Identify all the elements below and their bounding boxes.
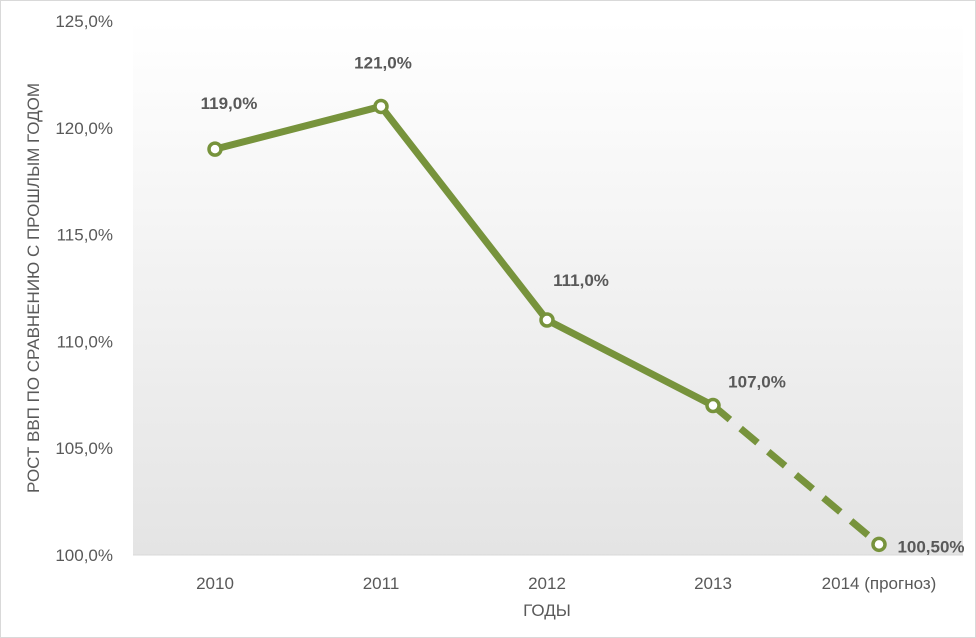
x-axis-title: ГОДЫ [523,601,571,620]
y-tick-label: 115,0% [57,226,113,245]
data-point [871,536,887,553]
y-tick-label: 125,0% [55,12,113,31]
y-axis-title: РОСТ ВВП ПО СРАВНЕНИЮ С ПРОШЛЫМ ГОДОМ [24,83,43,493]
x-tick-label: 2014 (прогноз) [822,574,937,593]
series-line [211,102,717,409]
data-point [705,397,721,414]
data-label: 107,0% [728,372,786,391]
data-label: 121,0% [354,53,412,72]
x-tick-label: 2011 [363,574,400,593]
y-tick-label: 110,0% [57,332,113,351]
y-tick-label: 105,0% [55,439,113,458]
forecast-line [710,402,882,548]
y-tick-label: 100,0% [55,546,113,565]
data-label: 100,50% [897,537,964,556]
y-tick-label: 120,0% [55,119,113,138]
data-label: 111,0% [553,271,609,290]
data-point [207,141,223,157]
data-point [373,98,389,115]
x-tick-label: 2010 [196,574,234,593]
data-point [539,312,555,328]
x-tick-label: 2012 [528,574,566,593]
data-label: 119,0% [201,94,258,113]
x-tick-label: 2013 [694,574,732,593]
